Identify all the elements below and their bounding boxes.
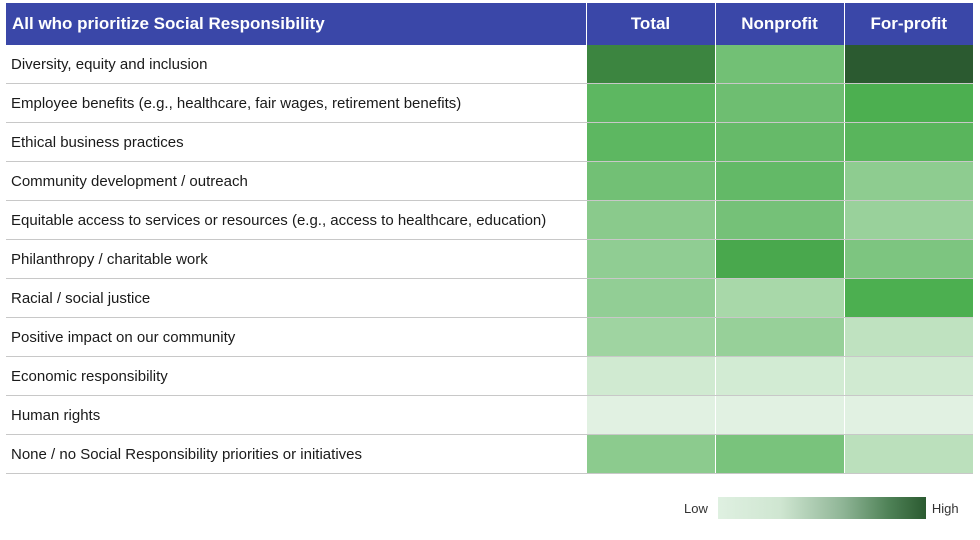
heatmap-cell-total [585, 356, 715, 396]
column-header-total: Total [586, 3, 716, 45]
heatmap-cell-nonprofit [714, 200, 844, 240]
table-row: Diversity, equity and inclusion [6, 45, 973, 84]
table-row: Equitable access to services or resource… [6, 200, 973, 240]
table-row: Ethical business practices [6, 122, 973, 162]
legend-gradient-bar [717, 497, 926, 519]
heatmap-cell-nonprofit [714, 161, 844, 201]
table-row: Positive impact on our community [6, 317, 973, 357]
heatmap-cell-nonprofit [714, 83, 844, 123]
heatmap-table: All who prioritize Social Responsibility… [6, 3, 973, 474]
heatmap-cell-for-profit [843, 356, 973, 396]
legend-high-label: High [931, 500, 959, 516]
table-row: Human rights [6, 395, 973, 435]
heatmap-cell-for-profit [843, 45, 973, 84]
heatmap-cell-nonprofit [714, 278, 844, 318]
heatmap-cell-total [585, 239, 715, 279]
row-label: Human rights [6, 395, 586, 435]
row-label: Diversity, equity and inclusion [6, 45, 586, 84]
heatmap-cell-for-profit [843, 278, 973, 318]
heatmap-cell-for-profit [843, 200, 973, 240]
table-row: Economic responsibility [6, 356, 973, 396]
column-header-nonprofit: Nonprofit [715, 3, 845, 45]
table-row: None / no Social Responsibility prioriti… [6, 434, 973, 474]
row-label: Ethical business practices [6, 122, 586, 162]
table-row: Employee benefits (e.g., healthcare, fai… [6, 83, 973, 123]
heatmap-cell-total [585, 395, 715, 435]
heatmap-cell-nonprofit [714, 122, 844, 162]
row-label: None / no Social Responsibility prioriti… [6, 434, 586, 474]
heatmap-cell-nonprofit [714, 317, 844, 357]
row-label: Equitable access to services or resource… [6, 200, 586, 240]
heatmap-cell-total [585, 317, 715, 357]
heatmap-cell-for-profit [843, 239, 973, 279]
heatmap-body: Diversity, equity and inclusion Employee … [6, 45, 973, 474]
heatmap-cell-for-profit [843, 122, 973, 162]
heatmap-cell-for-profit [843, 395, 973, 435]
table-row: Community development / outreach [6, 161, 973, 201]
legend-low-label: Low [684, 500, 708, 516]
heatmap-cell-total [585, 83, 715, 123]
row-label: Philanthropy / charitable work [6, 239, 586, 279]
heatmap-cell-nonprofit [714, 239, 844, 279]
heatmap-cell-nonprofit [714, 45, 844, 84]
color-legend: Low High [684, 496, 959, 520]
table-row: Racial / social justice [6, 278, 973, 318]
heatmap-cell-for-profit [843, 434, 973, 474]
heatmap-cell-for-profit [843, 83, 973, 123]
heatmap-cell-total [585, 278, 715, 318]
heatmap-cell-total [585, 122, 715, 162]
heatmap-cell-nonprofit [714, 395, 844, 435]
table-row: Philanthropy / charitable work [6, 239, 973, 279]
row-label: Community development / outreach [6, 161, 586, 201]
heatmap-cell-for-profit [843, 317, 973, 357]
table-title: All who prioritize Social Responsibility [6, 3, 587, 45]
header-row: All who prioritize Social Responsibility… [6, 3, 973, 45]
heatmap-cell-nonprofit [714, 356, 844, 396]
heatmap-cell-total [585, 200, 715, 240]
heatmap-cell-total [585, 45, 715, 84]
row-label: Employee benefits (e.g., healthcare, fai… [6, 83, 586, 123]
column-header-for-profit: For-profit [844, 3, 973, 45]
heatmap-cell-total [585, 434, 715, 474]
row-label: Economic responsibility [6, 356, 586, 396]
heatmap-cell-total [585, 161, 715, 201]
row-label: Racial / social justice [6, 278, 586, 318]
row-label: Positive impact on our community [6, 317, 586, 357]
heatmap-cell-nonprofit [714, 434, 844, 474]
heatmap-cell-for-profit [843, 161, 973, 201]
